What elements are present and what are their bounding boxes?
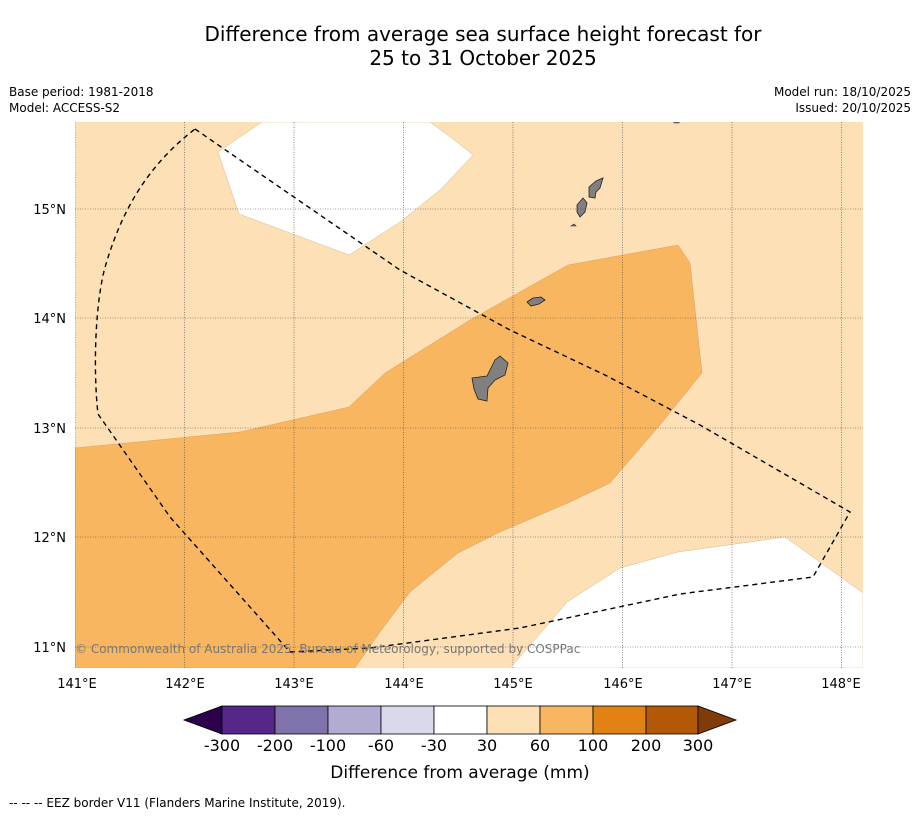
- colorbar-bin: [433, 705, 488, 735]
- map-area: © Commonwealth of Australia 2025, Bureau…: [75, 122, 863, 668]
- colorbar-tick-label: 30: [477, 736, 497, 755]
- lon-label: 141°E: [57, 677, 97, 692]
- colorbar-bin: [486, 705, 541, 735]
- colorbar-tick-label: -60: [368, 736, 394, 755]
- title-line-1: Difference from average sea surface heig…: [204, 22, 762, 46]
- colorbar-tick-label: 60: [530, 736, 550, 755]
- island-guam: [471, 355, 509, 402]
- colorbar-over-arrow: [697, 705, 738, 735]
- colorbar-tick-label: -200: [257, 736, 293, 755]
- colorbar-tick-label: -30: [421, 736, 447, 755]
- colorbar-tick-label: -300: [204, 736, 240, 755]
- base-period: Base period: 1981-2018: [9, 85, 154, 99]
- colorbar-bin: [327, 705, 382, 735]
- lat-label: 15°N: [33, 203, 66, 218]
- lon-label: 146°E: [603, 677, 643, 692]
- title-line-2: 25 to 31 October 2025: [369, 46, 597, 70]
- colorbar-ticks: -300 -200 -100 -60 -30 30 60 100 200 300: [204, 736, 713, 755]
- colorbar-bin: [274, 705, 329, 735]
- colorbar-tick-label: 100: [578, 736, 609, 755]
- chart-title: Difference from average sea surface heig…: [0, 22, 919, 70]
- lon-label: 147°E: [712, 677, 752, 692]
- model-name: Model: ACCESS-S2: [9, 101, 121, 115]
- colorbar: [182, 705, 738, 735]
- colorbar-under-arrow: [182, 705, 223, 735]
- lon-label: 145°E: [493, 677, 533, 692]
- island-rota: [526, 296, 546, 307]
- colorbar-bin: [221, 705, 276, 735]
- colorbar-bin: [645, 705, 699, 735]
- graticule: [75, 122, 863, 668]
- island-tinian: [576, 197, 588, 218]
- island-saipan: [588, 177, 604, 199]
- lon-label: 148°E: [821, 677, 861, 692]
- colorbar-tick-label: 300: [683, 736, 714, 755]
- lat-label: 11°N: [33, 641, 66, 656]
- colorbar-bin: [592, 705, 647, 735]
- eez-border: [94, 128, 851, 653]
- anomaly-60-100-region: [75, 244, 703, 668]
- island-aguijan: [570, 223, 577, 227]
- lat-labels: 15°N 14°N 13°N 12°N 11°N: [33, 203, 66, 656]
- colorbar-tick-label: 200: [631, 736, 662, 755]
- anomaly-neutral-north: [217, 122, 474, 256]
- colorbar-bin: [380, 705, 435, 735]
- copyright-text: © Commonwealth of Australia 2025, Bureau…: [75, 642, 580, 656]
- colorbar-tick-label: -100: [310, 736, 346, 755]
- eez-legend-note: -- -- -- EEZ border V11 (Flanders Marine…: [9, 796, 346, 810]
- meta-left: Base period: 1981-2018 Model: ACCESS-S2: [9, 84, 154, 116]
- issued-date: Issued: 20/10/2025: [795, 101, 911, 115]
- island-north-edge: [673, 122, 680, 124]
- lat-label: 13°N: [33, 422, 66, 437]
- lon-labels: 141°E 142°E 143°E 144°E 145°E 146°E 147°…: [57, 677, 861, 692]
- colorbar-bin: [539, 705, 594, 735]
- model-run: Model run: 18/10/2025: [773, 85, 911, 99]
- colorbar-label: Difference from average (mm): [330, 763, 589, 783]
- lon-label: 144°E: [384, 677, 424, 692]
- meta-right: Model run: 18/10/2025 Issued: 20/10/2025: [774, 84, 911, 116]
- lon-label: 143°E: [274, 677, 314, 692]
- lat-label: 12°N: [33, 531, 66, 546]
- anomaly-neutral-southeast: [509, 536, 863, 668]
- lat-label: 14°N: [33, 312, 66, 327]
- lon-label: 142°E: [165, 677, 205, 692]
